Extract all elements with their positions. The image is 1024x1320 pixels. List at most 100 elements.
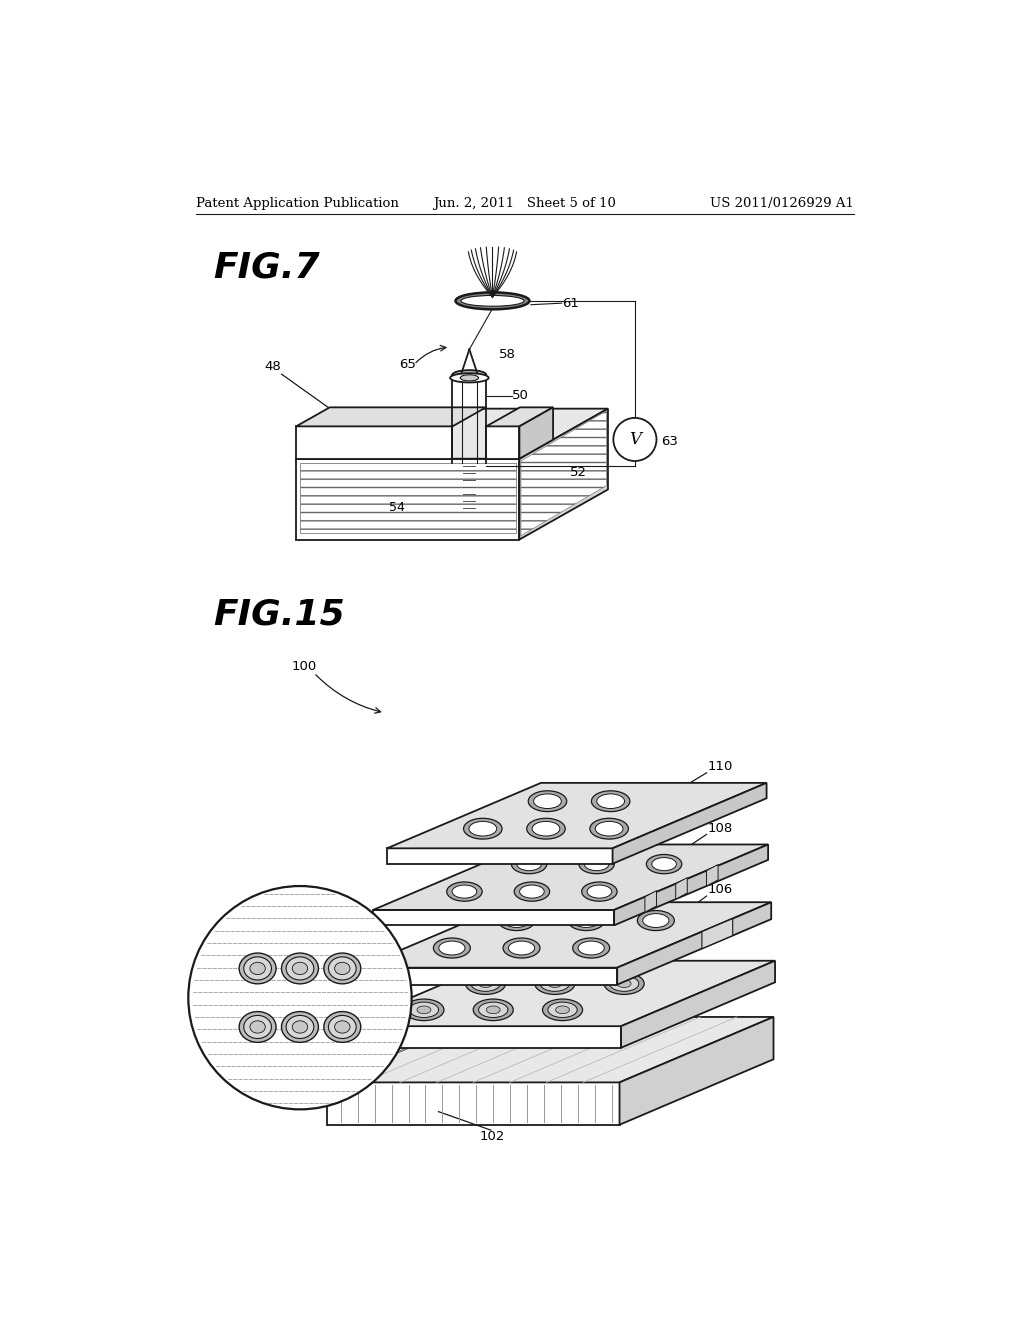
Polygon shape: [359, 903, 771, 968]
Text: 54: 54: [389, 500, 404, 513]
Ellipse shape: [250, 1020, 265, 1034]
Polygon shape: [296, 408, 486, 426]
Ellipse shape: [453, 370, 486, 379]
Ellipse shape: [590, 818, 629, 840]
Ellipse shape: [637, 911, 675, 931]
Text: V: V: [629, 430, 641, 447]
Text: 65: 65: [399, 358, 416, 371]
Polygon shape: [296, 426, 453, 459]
Polygon shape: [387, 783, 767, 849]
Ellipse shape: [503, 939, 540, 958]
Polygon shape: [701, 919, 733, 949]
Ellipse shape: [498, 911, 536, 931]
Ellipse shape: [535, 973, 574, 994]
Ellipse shape: [460, 375, 478, 381]
Ellipse shape: [651, 858, 677, 871]
Text: Patent Application Publication: Patent Application Publication: [196, 197, 399, 210]
Ellipse shape: [292, 962, 307, 974]
Text: 108: 108: [708, 822, 733, 834]
Ellipse shape: [582, 882, 617, 902]
Ellipse shape: [478, 1002, 508, 1018]
Ellipse shape: [646, 854, 682, 874]
Ellipse shape: [466, 973, 506, 994]
Ellipse shape: [335, 962, 350, 974]
Polygon shape: [617, 903, 771, 985]
Ellipse shape: [478, 979, 493, 987]
Polygon shape: [614, 845, 768, 925]
Ellipse shape: [464, 818, 502, 840]
Text: FIG.7: FIG.7: [214, 251, 321, 285]
Ellipse shape: [514, 882, 550, 902]
Ellipse shape: [446, 882, 482, 902]
Ellipse shape: [461, 296, 524, 306]
Ellipse shape: [548, 979, 562, 987]
Ellipse shape: [329, 1015, 356, 1039]
Ellipse shape: [282, 953, 318, 983]
Text: 52: 52: [570, 466, 587, 479]
Text: 106: 106: [708, 883, 733, 896]
Ellipse shape: [324, 953, 360, 983]
Circle shape: [613, 418, 656, 461]
Ellipse shape: [282, 1011, 318, 1043]
Polygon shape: [344, 1026, 621, 1048]
Ellipse shape: [604, 973, 644, 994]
Ellipse shape: [579, 854, 614, 874]
Ellipse shape: [439, 941, 465, 954]
Polygon shape: [645, 891, 656, 912]
Ellipse shape: [335, 1020, 350, 1034]
Ellipse shape: [240, 953, 276, 983]
Ellipse shape: [286, 1015, 313, 1039]
Polygon shape: [676, 878, 687, 899]
Ellipse shape: [451, 374, 488, 383]
Ellipse shape: [592, 791, 630, 812]
Text: 58: 58: [500, 348, 516, 362]
Ellipse shape: [595, 821, 623, 836]
Ellipse shape: [417, 1006, 431, 1014]
Polygon shape: [327, 1082, 620, 1125]
Polygon shape: [296, 459, 519, 540]
Text: 48: 48: [264, 360, 282, 372]
Ellipse shape: [286, 957, 313, 979]
Ellipse shape: [579, 941, 604, 954]
Text: FIG.15: FIG.15: [214, 597, 345, 631]
Polygon shape: [519, 409, 608, 540]
Ellipse shape: [609, 975, 639, 991]
Ellipse shape: [473, 999, 513, 1020]
Ellipse shape: [471, 975, 500, 991]
Ellipse shape: [240, 1011, 276, 1043]
Polygon shape: [486, 408, 553, 426]
Ellipse shape: [517, 858, 542, 871]
Ellipse shape: [410, 1002, 438, 1018]
Polygon shape: [620, 1016, 773, 1125]
Ellipse shape: [453, 884, 477, 898]
Ellipse shape: [597, 793, 625, 809]
Ellipse shape: [548, 1002, 578, 1018]
Ellipse shape: [573, 913, 599, 928]
Ellipse shape: [643, 913, 669, 928]
Polygon shape: [707, 865, 718, 886]
Text: 50: 50: [512, 389, 528, 403]
Ellipse shape: [526, 818, 565, 840]
Text: 110: 110: [708, 760, 733, 774]
Ellipse shape: [567, 911, 605, 931]
Ellipse shape: [556, 1006, 569, 1014]
Text: US 2011/0126929 A1: US 2011/0126929 A1: [710, 197, 854, 210]
Ellipse shape: [469, 821, 497, 836]
Ellipse shape: [292, 1020, 307, 1034]
Polygon shape: [373, 909, 614, 925]
Ellipse shape: [585, 858, 609, 871]
Ellipse shape: [486, 1006, 500, 1014]
Ellipse shape: [528, 791, 566, 812]
Ellipse shape: [456, 293, 529, 309]
Polygon shape: [359, 968, 617, 985]
Polygon shape: [621, 961, 775, 1048]
Polygon shape: [327, 1016, 773, 1082]
Text: 56: 56: [357, 413, 374, 426]
Ellipse shape: [534, 793, 561, 809]
Text: 104: 104: [708, 975, 733, 989]
Text: 102: 102: [480, 1130, 505, 1143]
Polygon shape: [344, 961, 775, 1026]
Ellipse shape: [532, 821, 560, 836]
Text: Jun. 2, 2011   Sheet 5 of 10: Jun. 2, 2011 Sheet 5 of 10: [433, 197, 616, 210]
Circle shape: [188, 886, 412, 1109]
